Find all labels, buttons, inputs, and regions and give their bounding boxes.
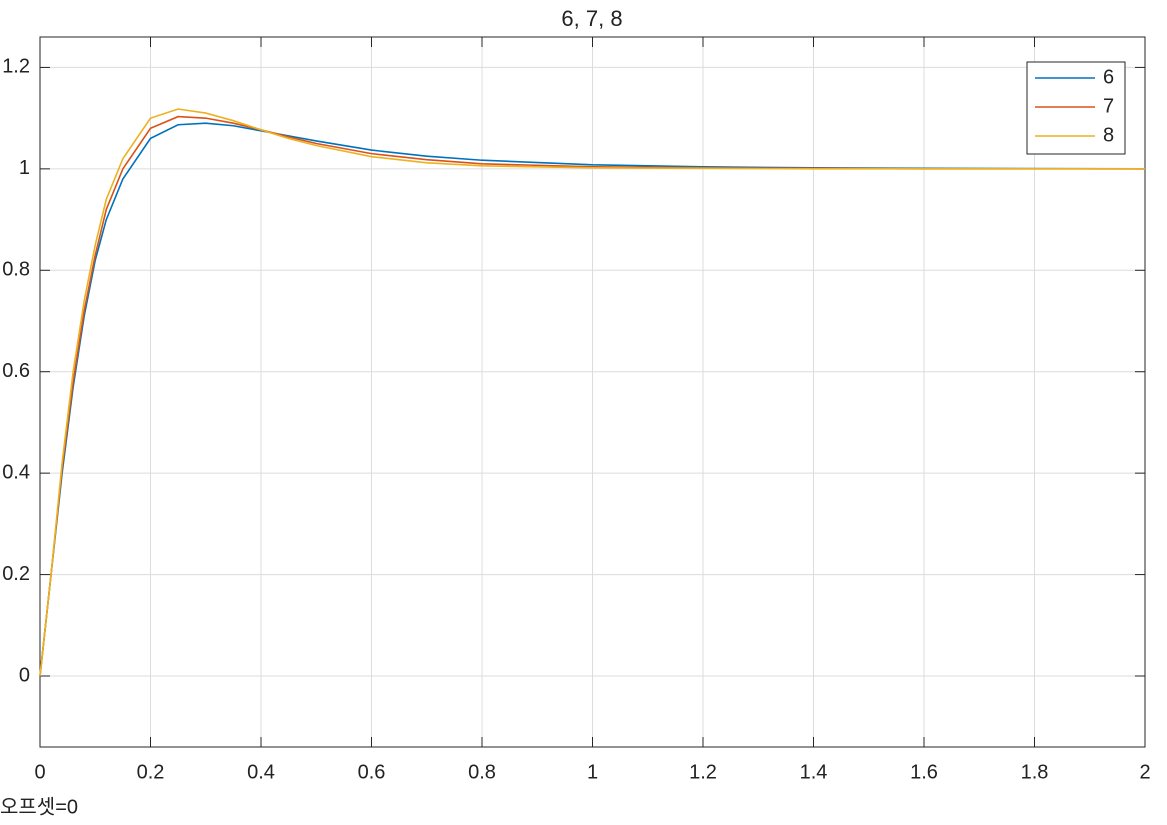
y-tick-label: 0 xyxy=(19,664,30,686)
y-tick-label: 0.4 xyxy=(2,461,30,483)
x-tick-label: 0.4 xyxy=(247,761,275,783)
x-tick-label: 2 xyxy=(1139,761,1150,783)
y-tick-label: 0.2 xyxy=(2,563,30,585)
data-line xyxy=(39,115,1145,677)
x-tick-label: 0 xyxy=(34,761,45,783)
x-tick-label: 0.8 xyxy=(468,761,496,783)
x-tick-label: 1.6 xyxy=(910,761,938,783)
legend-label: 8 xyxy=(1103,124,1114,146)
plot-frame xyxy=(39,36,1146,748)
y-tick-label: 1 xyxy=(19,157,30,179)
y-tick-label: 1.2 xyxy=(2,56,30,78)
y-tick-label: 0.6 xyxy=(2,360,30,382)
legend-label: 7 xyxy=(1103,95,1114,117)
legend-label: 6 xyxy=(1103,66,1114,88)
x-tick-label: 1 xyxy=(587,761,598,783)
x-tick-label: 1.4 xyxy=(800,761,828,783)
x-tick-label: 0.6 xyxy=(358,761,386,783)
annotation: 오프셋=0 xyxy=(0,795,78,818)
x-tick-label: 1.2 xyxy=(689,761,717,783)
chart-title: 6, 7, 8 xyxy=(561,6,622,31)
y-tick-label: 0.8 xyxy=(2,259,30,281)
x-tick-label: 1.8 xyxy=(1021,761,1049,783)
x-tick-label: 0.2 xyxy=(137,761,165,783)
data-line xyxy=(39,108,1145,677)
